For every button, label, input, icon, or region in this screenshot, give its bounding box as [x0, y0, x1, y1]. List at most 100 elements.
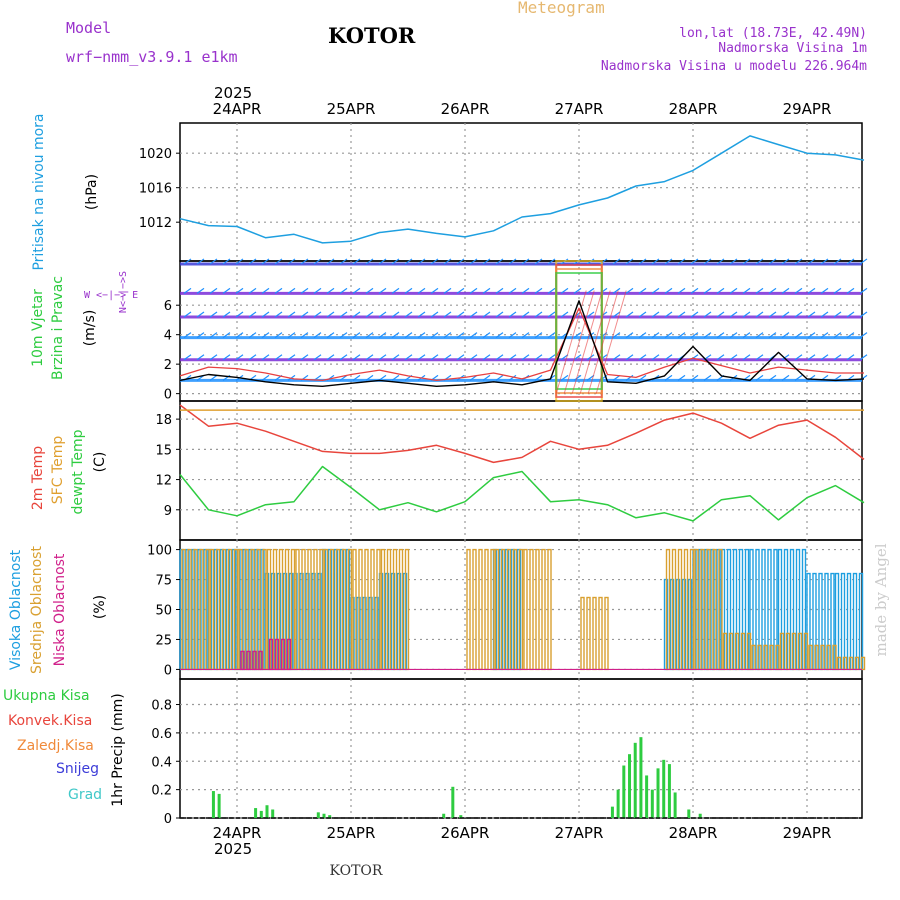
- grid-lines: [180, 123, 862, 819]
- wind-barb: [391, 287, 400, 294]
- wind-barb: [742, 258, 751, 265]
- mid-cloud-bar: [529, 548, 534, 671]
- wind-barb: [404, 258, 413, 265]
- wind-barb: [833, 258, 842, 265]
- wind-barb: [378, 287, 387, 294]
- wind-ylabel-sub: Brzina i Pravac: [50, 276, 66, 380]
- wind-barb: [508, 374, 517, 381]
- wind-barb: [573, 332, 582, 339]
- wind-barb: [196, 311, 205, 318]
- wind-barb: [222, 287, 231, 294]
- precip-bar: [662, 759, 666, 818]
- wind-barb: [729, 258, 738, 265]
- wind-plot: [179, 258, 868, 402]
- y-tick-label: 4: [164, 329, 172, 344]
- top-date-axis: 24APR 25APR 26APR 27APR 28APR 29APR: [213, 100, 832, 118]
- station-title: KOTOR: [328, 23, 416, 48]
- wind-barb: [495, 311, 504, 318]
- precip-ylabel-main: 1hr Precip: [110, 736, 126, 807]
- wind-speed-line: [179, 300, 865, 387]
- wind-barb: [508, 287, 517, 294]
- wind-barb: [352, 354, 361, 361]
- wind-barb: [378, 258, 387, 265]
- model-elevation-label: Nadmorska Visina u modelu 226.964m: [601, 59, 867, 74]
- wind-barb: [196, 287, 205, 294]
- precip-unit: (mm): [110, 693, 126, 731]
- precip-bar: [271, 809, 275, 818]
- bottom-date-tick: 24APR: [213, 824, 262, 842]
- precip-bar: [667, 764, 671, 818]
- wind-barb: [326, 258, 335, 265]
- wind-barb: [313, 354, 322, 361]
- wind-barb: [391, 332, 400, 339]
- wind-barb: [794, 354, 803, 361]
- bottom-date-tick: 28APR: [669, 824, 718, 842]
- wind-barb: [794, 332, 803, 339]
- wind-barb: [521, 311, 530, 318]
- y-tick-label: 0: [164, 388, 172, 403]
- pressure-panel-frame: [179, 122, 863, 262]
- wind-barb: [417, 311, 426, 318]
- wind-barb: [183, 354, 192, 361]
- wind-barb: [573, 287, 582, 294]
- pressure-ylabel: Pritisak na nivou mora: [31, 113, 47, 270]
- legend-freezing-rain: Zaledj.Kisa: [17, 738, 94, 754]
- elevation-label: Nadmorska Visina 1m: [718, 41, 867, 56]
- wind-barb: [482, 374, 491, 381]
- wind-barb: [326, 311, 335, 318]
- wind-barb: [274, 332, 283, 339]
- wind-barb: [768, 258, 777, 265]
- precip-plot: [180, 737, 862, 819]
- mid-cloud-bar: [547, 548, 552, 671]
- wind-barb: [495, 287, 504, 294]
- wind-barb: [677, 311, 686, 318]
- wind-barb: [859, 287, 868, 294]
- wind-barb: [222, 354, 231, 361]
- temp2m-line: [179, 404, 865, 464]
- mid-cloud-bar: [598, 596, 603, 671]
- wind-barb: [534, 374, 543, 381]
- wind-barb: [183, 332, 192, 339]
- wind-barb: [612, 311, 621, 318]
- legend-convective-rain: Konvek.Kisa: [8, 713, 92, 729]
- wind-barb: [638, 311, 647, 318]
- wind-barb: [729, 332, 738, 339]
- wind-storm-hatch: [587, 290, 619, 394]
- wind-barb: [313, 332, 322, 339]
- wind-barb: [365, 287, 374, 294]
- model-name: wrf−nmm_v3.9.1 e1km: [66, 48, 238, 66]
- wind-barb: [430, 332, 439, 339]
- wind-storm-hatch: [571, 290, 603, 394]
- wind-barb: [274, 354, 283, 361]
- precip-bar: [645, 775, 649, 818]
- mid-cloud-bar: [860, 656, 866, 671]
- wind-barb: [534, 258, 543, 265]
- wind-barb: [443, 311, 452, 318]
- wind-barb: [417, 332, 426, 339]
- precip-bar: [628, 754, 632, 818]
- wind-barb: [235, 311, 244, 318]
- wind-barb: [612, 332, 621, 339]
- wind-barb: [391, 354, 400, 361]
- wind-barb: [365, 311, 374, 318]
- pressure-unit: (hPa): [84, 174, 100, 210]
- wind-barb: [209, 332, 218, 339]
- y-tick-label: 1012: [139, 216, 172, 231]
- wind-barb: [352, 311, 361, 318]
- wind-barb: [235, 258, 244, 265]
- wind-barb: [755, 354, 764, 361]
- wind-barb: [833, 374, 842, 381]
- y-tick-label: 1016: [139, 182, 172, 197]
- wind-barb: [469, 287, 478, 294]
- wind-barb: [482, 354, 491, 361]
- y-tick-label: 15: [155, 443, 172, 458]
- wind-barb: [560, 287, 569, 294]
- wind-barb: [846, 287, 855, 294]
- wind-barb: [807, 311, 816, 318]
- precip-bar: [622, 765, 626, 818]
- wind-barb: [326, 332, 335, 339]
- wind-barb: [846, 332, 855, 339]
- wind-barb: [274, 287, 283, 294]
- wind-barb: [365, 374, 374, 381]
